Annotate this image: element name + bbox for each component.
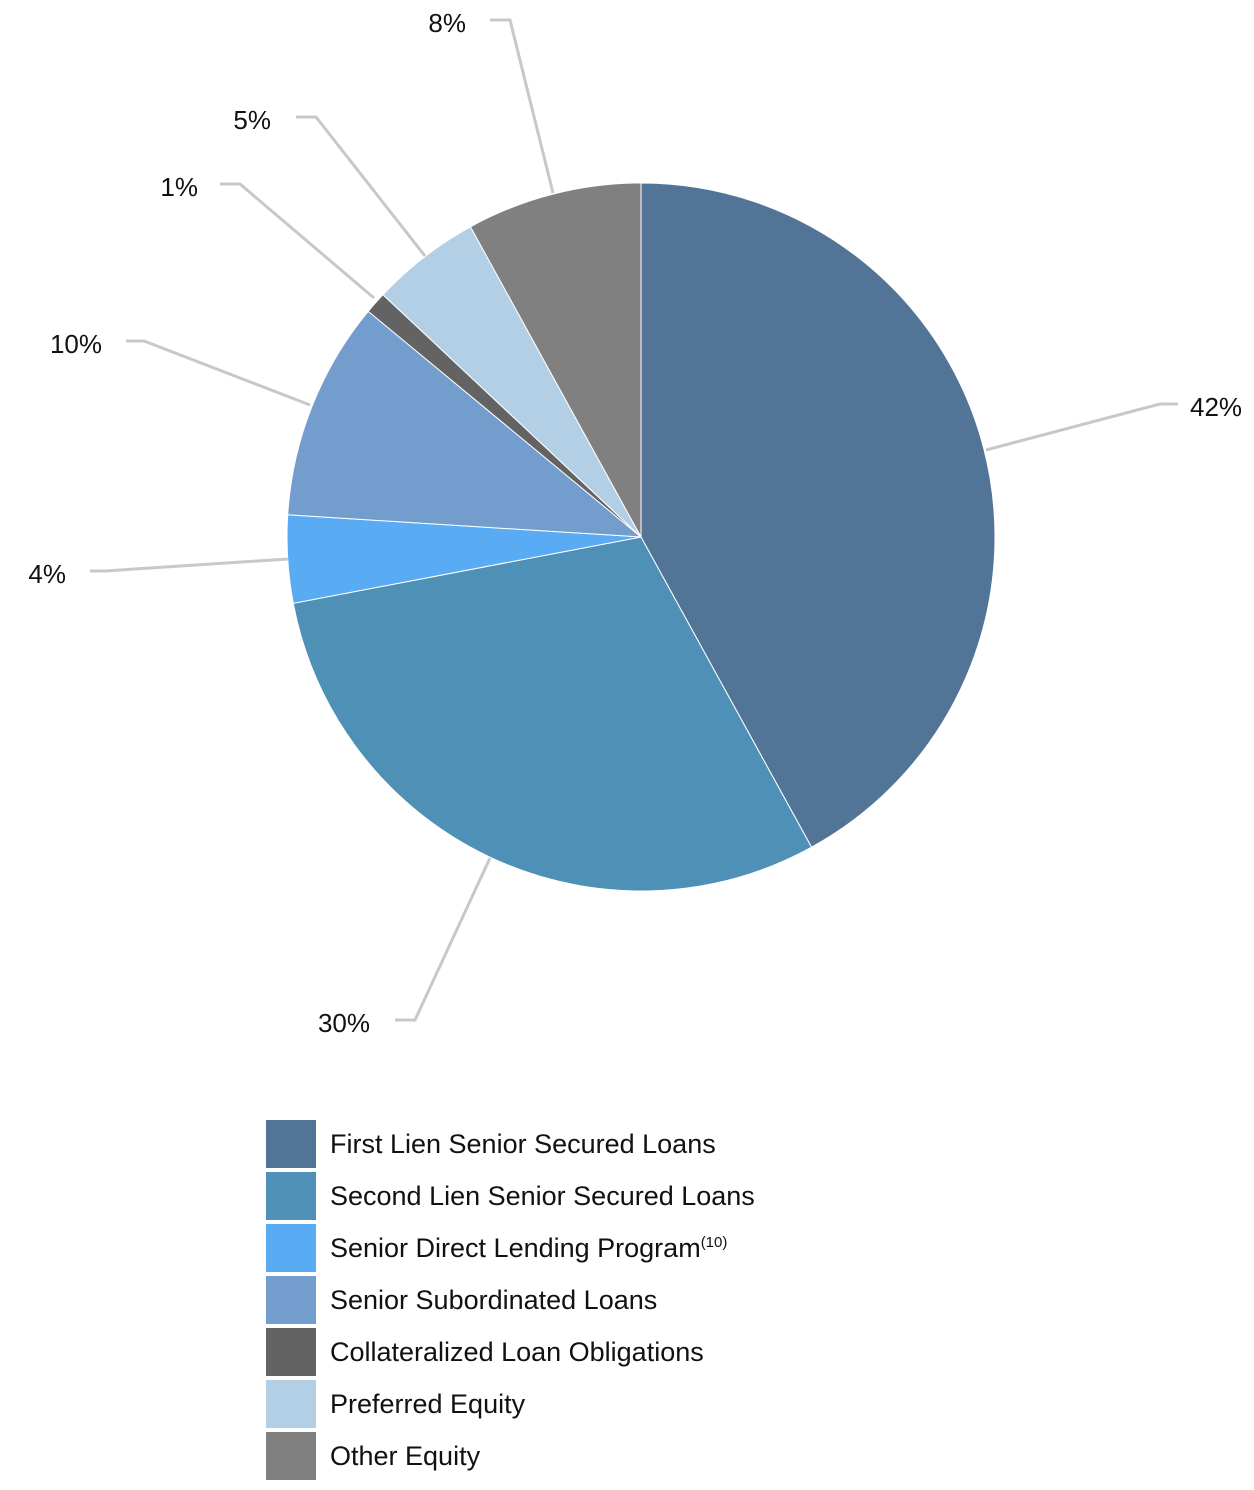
data-label-6: 8% [428,8,466,38]
legend-item-preferred-equity: Preferred Equity [266,1378,986,1430]
data-label-5: 5% [233,105,271,135]
pie-slice-1 [292,536,813,892]
pie-slices [286,182,996,892]
legend-label: Second Lien Senior Secured Loans [330,1180,755,1211]
legend-swatch [266,1432,316,1480]
legend-label: Preferred Equity [330,1388,526,1419]
legend-item-senior-subordinated: Senior Subordinated Loans [266,1274,986,1326]
leader-line-6 [490,18,555,194]
leader-line-2 [90,557,289,573]
leader-lines [90,18,1178,1022]
legend-item-other-equity: Other Equity [266,1430,986,1482]
legend-swatch [266,1224,316,1272]
legend-swatch [266,1380,316,1428]
data-label-2: 4% [28,559,66,589]
data-label-1: 30% [318,1008,370,1038]
legend-label: Senior Subordinated Loans [330,1284,658,1315]
legend-label: Other Equity [330,1440,481,1471]
leader-line-4 [220,182,375,300]
legend-label: Collateralized Loan Obligations [330,1336,704,1367]
data-label-0: 42% [1190,392,1242,422]
data-label-4: 1% [160,172,198,202]
leader-line-5 [296,115,427,257]
pie-chart: 42% 30% 4% 10% 1% 5% 8% [28,8,1242,1038]
legend-item-first-lien: First Lien Senior Secured Loans [266,1118,986,1170]
leader-line-0 [985,402,1178,452]
legend-item-clo: Collateralized Loan Obligations [266,1326,986,1378]
chart-legend: First Lien Senior Secured Loans Second L… [266,1118,986,1482]
legend-swatch [266,1328,316,1376]
data-label-3: 10% [50,329,102,359]
pie-slice-0 [640,182,996,848]
legend-swatch [266,1120,316,1168]
legend-swatch [266,1172,316,1220]
footnote-marker: (10) [700,1233,728,1251]
leader-line-3 [126,339,311,407]
percentage-labels: 42% 30% 4% 10% 1% 5% 8% [28,8,1242,1038]
legend-label-with-note: Senior Direct Lending Program(10) [330,1233,727,1264]
legend-item-senior-direct-lending: Senior Direct Lending Program(10) [266,1222,986,1274]
pie-slice-3 [287,310,643,538]
legend-label: First Lien Senior Secured Loans [330,1128,716,1159]
legend-swatch [266,1276,316,1324]
leader-line-1 [395,857,492,1022]
legend-item-second-lien: Second Lien Senior Secured Loans [266,1170,986,1222]
pie-slice-6 [469,182,642,538]
legend-label-text: Senior Direct Lending Program [330,1232,701,1263]
